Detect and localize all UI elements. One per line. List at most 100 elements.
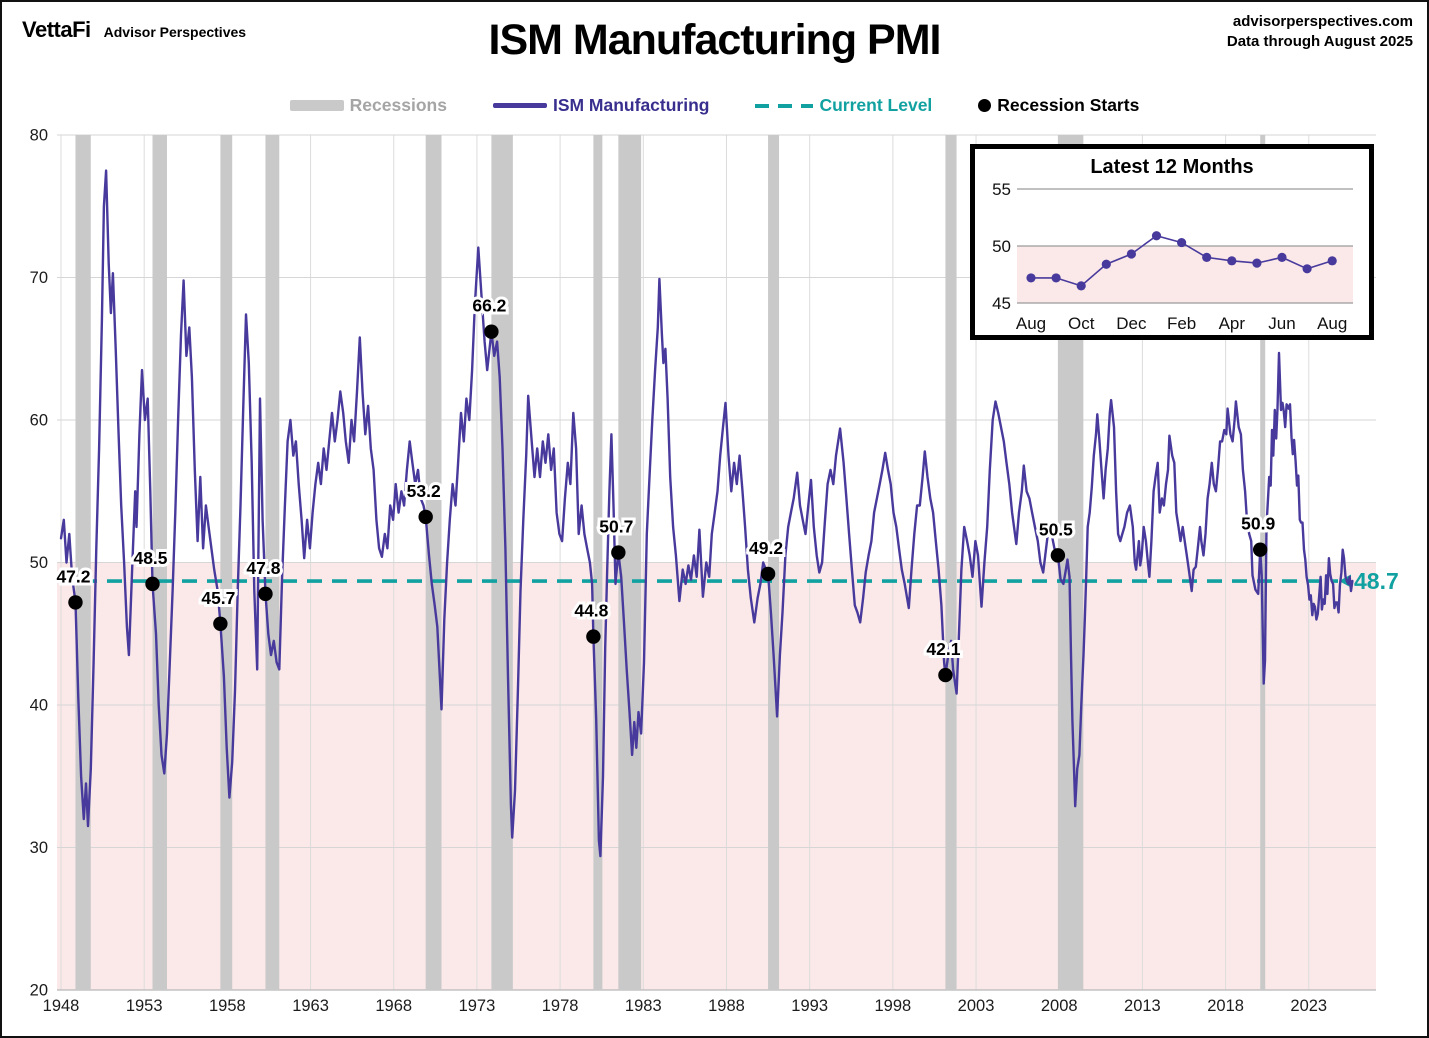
inset-data-point <box>1076 281 1086 291</box>
recession-start-dot <box>418 509 433 525</box>
y-tick-label: 80 <box>30 127 48 145</box>
inset-data-point <box>1327 256 1337 266</box>
x-tick-label: 1983 <box>625 997 662 1015</box>
legend-label: ISM Manufacturing <box>552 95 710 115</box>
legend-label: Current Level <box>819 95 933 115</box>
inset-chart: 45 50 55 Aug Oct Dec Feb Apr Jun Aug <box>992 180 1353 333</box>
inset-data-point <box>1151 231 1162 241</box>
recession-start-dot <box>1050 548 1066 563</box>
inset-x-tick-label: Dec <box>1116 314 1147 333</box>
x-tick-label: 1973 <box>459 997 496 1015</box>
recession-band <box>220 135 233 990</box>
recession-band <box>152 135 167 990</box>
recession-start-dot <box>760 566 776 582</box>
x-tick-label: 2003 <box>958 997 995 1015</box>
recession-start-dot <box>68 595 83 610</box>
x-tick-label: 2013 <box>1124 997 1161 1015</box>
current-level-label: 48.7 <box>1354 568 1399 594</box>
x-tick-label: 1968 <box>375 997 412 1015</box>
recession-start-value-label: 50.5 <box>1039 519 1073 539</box>
brand-subtitle: Advisor Perspectives <box>103 24 247 40</box>
legend-label: Recession Starts <box>997 95 1140 115</box>
source-url: advisorperspectives.com <box>1232 13 1413 30</box>
recession-band <box>618 135 642 990</box>
inset-y-tick-label: 45 <box>992 294 1011 313</box>
recession-swatch-icon <box>289 100 344 111</box>
dash-swatch-icon <box>755 103 814 108</box>
recession-band <box>425 135 442 990</box>
dot-swatch-icon <box>978 99 992 112</box>
chart-legend: Recessions ISM Manufacturing Current Lev… <box>2 95 1427 116</box>
chart-title: ISM Manufacturing PMI <box>488 16 942 64</box>
inset-x-tick-label: Apr <box>1219 314 1246 333</box>
inset-x-tick-label: Jun <box>1268 314 1295 333</box>
inset-data-point <box>1202 252 1212 262</box>
x-tick-label: 1963 <box>292 997 329 1015</box>
inset-data-point <box>1277 252 1287 262</box>
inset-x-tick-label: Feb <box>1167 314 1196 333</box>
ism-manufacturing-line <box>59 169 1354 858</box>
recession-start-value-label: 42.1 <box>926 639 960 659</box>
recession-start-value-label: 49.2 <box>749 538 783 558</box>
recession-start-value-label: 50.9 <box>1241 514 1275 534</box>
recession-start-dot <box>213 616 228 631</box>
latest-12-months-inset: Latest 12 Months 45 50 55 Aug Oct Dec Feb Apr Ju… <box>970 144 1374 340</box>
x-tick-label: 1953 <box>126 997 163 1015</box>
x-tick-label: 1958 <box>209 997 246 1015</box>
x-tick-label: 2023 <box>1290 997 1327 1015</box>
recession-band <box>1260 135 1266 990</box>
recession-start-dot <box>611 545 626 560</box>
recession-start-value-label: 45.7 <box>201 588 235 608</box>
inset-below-50-band <box>1017 246 1353 303</box>
recession-start-dot <box>484 324 499 339</box>
x-tick-label: 2018 <box>1207 997 1244 1015</box>
x-tick-label: 1988 <box>708 997 745 1015</box>
inset-y-tick-label: 55 <box>992 180 1011 199</box>
recession-start-value-label: 66.2 <box>472 296 506 316</box>
inset-data-point <box>1051 273 1061 283</box>
brand: VettaFi Advisor Perspectives <box>22 17 246 43</box>
legend-label: Recessions <box>349 95 447 115</box>
recession-start-dot <box>145 576 160 592</box>
recession-start-value-label: 47.2 <box>56 566 90 586</box>
inset-x-tick-label: Aug <box>1016 314 1046 333</box>
recession-start-value-label: 53.2 <box>407 481 441 501</box>
inset-data-point <box>1252 258 1262 268</box>
recession-start-value-label: 48.5 <box>133 548 167 568</box>
recession-start-dot <box>938 667 953 683</box>
recession-band <box>75 135 91 990</box>
inset-data-point <box>1227 256 1237 266</box>
x-tick-label: 1993 <box>791 997 828 1015</box>
inset-data-point <box>1101 259 1111 269</box>
inset-data-point <box>1026 273 1036 283</box>
legend-item-current-level: Current Level <box>755 95 932 116</box>
vettafi-logo: VettaFi <box>22 17 91 42</box>
recession-start-value-label: 47.8 <box>246 558 280 578</box>
legend-item-ism-manufacturing: ISM Manufacturing <box>492 95 710 116</box>
inset-data-point <box>1177 237 1187 248</box>
recession-band <box>768 135 780 990</box>
y-tick-label: 40 <box>30 697 48 715</box>
x-tick-label: 1948 <box>43 997 80 1015</box>
y-tick-label: 60 <box>30 412 48 430</box>
recession-band <box>593 135 603 990</box>
line-swatch-icon <box>492 103 547 108</box>
recession-start-dot <box>1252 542 1268 557</box>
recession-start-value-label: 50.7 <box>599 517 633 537</box>
recession-start-dot <box>586 629 601 644</box>
y-tick-label: 20 <box>30 982 48 1000</box>
legend-item-recession-starts: Recession Starts <box>978 95 1139 116</box>
x-tick-label: 2008 <box>1041 997 1078 1015</box>
inset-y-tick-label: 50 <box>992 237 1011 256</box>
y-tick-label: 30 <box>30 839 48 857</box>
recession-start-dot <box>258 586 273 602</box>
recession-start-value-label: 44.8 <box>574 601 608 621</box>
recession-band <box>945 135 957 990</box>
inset-x-tick-label: Oct <box>1068 314 1095 333</box>
y-tick-label: 70 <box>30 269 48 287</box>
inset-x-tick-label: Aug <box>1317 314 1347 333</box>
inset-data-point <box>1302 264 1312 274</box>
x-tick-label: 1978 <box>542 997 579 1015</box>
